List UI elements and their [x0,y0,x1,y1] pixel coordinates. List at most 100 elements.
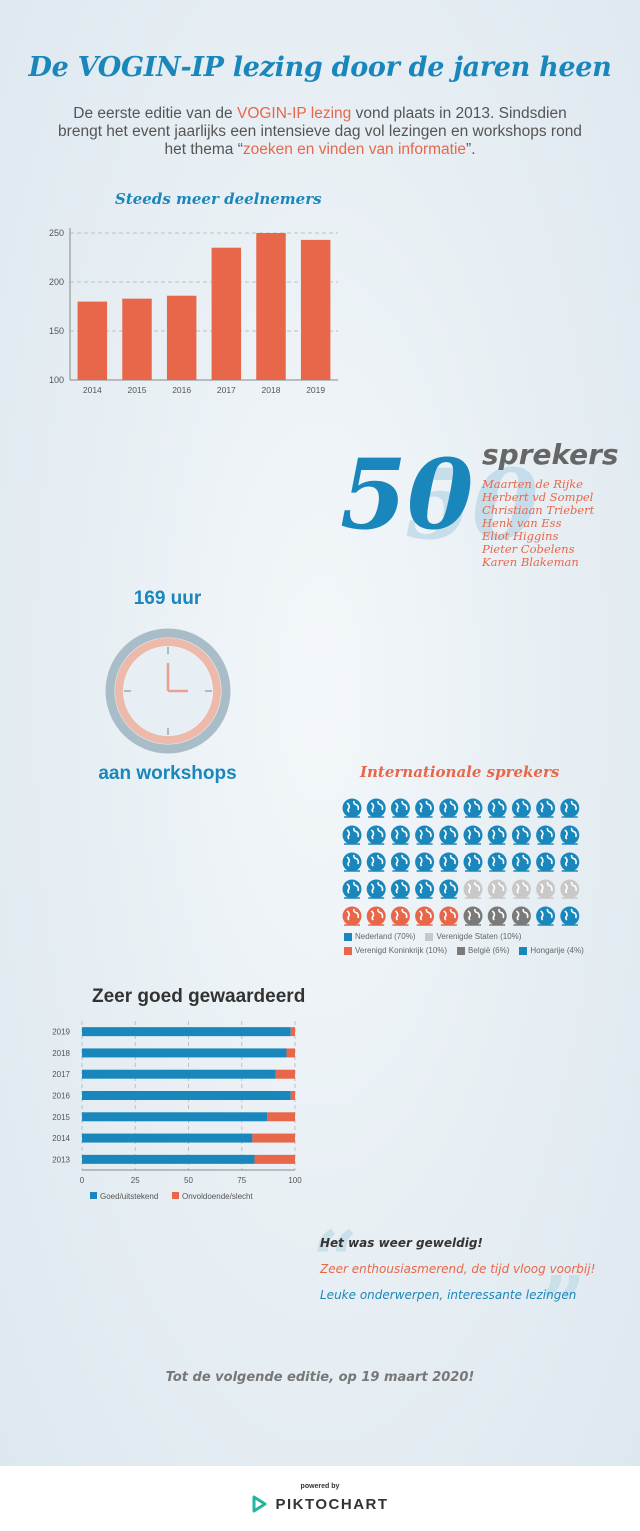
globe-icon [390,825,410,845]
legend-label: Goed/uitstekend [100,1192,158,1201]
globe-icon [463,798,483,818]
legend-label: België (6%) [468,946,510,955]
quote-open-icon: “ [312,1213,359,1307]
legend-swatch [425,932,434,941]
speakers-count: 50 [340,438,474,551]
bar-segment [82,1154,255,1164]
quote-close-icon: ” [540,1258,587,1352]
globe-icon [487,852,507,872]
bar-segment [275,1069,295,1079]
speakers-count-shadow: 50 [405,448,539,561]
globe-icon [560,852,580,872]
legend-label: Verenigde Staten (10%) [436,932,522,941]
bar [166,295,197,380]
globe-icon [463,906,483,926]
speaker-name: Christiaan Triebert [482,503,595,517]
globe-icon [463,879,483,899]
globe-icon [342,906,362,926]
globe-icon [439,798,459,818]
clock-icon [105,628,231,754]
globe-icon [415,852,435,872]
footer [0,1466,640,1531]
x-tick-label: 100 [288,1176,302,1185]
globe-icon [560,879,580,899]
globe-icon [487,825,507,845]
x-tick-label: 25 [131,1176,140,1185]
intro-highlight-vogin: VOGIN-IP lezing [236,105,352,122]
globe-icon [390,879,410,899]
globe-icon [366,798,386,818]
globe-icon [536,906,556,926]
workshop-label: aan workshops [98,763,237,784]
globe-icon [342,852,362,872]
y-tick-label: 2014 [52,1134,70,1143]
legend-label: Hongarije (4%) [530,946,584,955]
globe-icon [463,825,483,845]
x-tick-label: 2018 [262,385,281,395]
legend-item: Verenigde Staten (10%) [425,932,521,941]
bar [122,298,152,380]
globe-icon [511,825,531,845]
page-title: De VOGIN-IP lezing door de jaren heen [28,52,612,83]
quote-1: Het was weer geweldig! [320,1236,483,1250]
globe-icon [366,879,386,899]
globe-icon [536,852,556,872]
globe-icon [439,906,459,926]
intro-text: De eerste editie van de VOGIN-IP lezing … [50,105,590,159]
bar [300,239,331,380]
intro-part3: ”. [466,141,476,158]
intro-part1: De eerste editie van de [73,105,237,122]
bar-segment [286,1048,295,1058]
globe-icon [439,852,459,872]
bar-segment [82,1027,291,1037]
globe-icon [487,798,507,818]
bar [211,247,242,380]
globe-icon [463,852,483,872]
x-tick-label: 2014 [83,385,102,395]
speaker-name: Karen Blakeman [482,555,579,569]
globe-icon [536,879,556,899]
legend-swatch [457,946,466,955]
intl-speakers-pictogram [342,798,580,926]
bar-segment [82,1112,268,1122]
globe-icon [487,906,507,926]
speaker-name: Pieter Cobelens [482,542,575,556]
globe-icon [560,906,580,926]
bar-segment [267,1112,295,1122]
y-tick-label: 150 [49,326,64,336]
x-tick-label: 75 [237,1176,246,1185]
rating-chart-title: Zeer goed gewaardeerd [92,986,306,1007]
speaker-name: Herbert vd Sompel [482,490,594,504]
bar-segment [82,1069,276,1079]
legend-swatch [172,1192,179,1199]
legend-swatch [344,946,352,955]
bar-segment [290,1027,295,1037]
globe-icon [415,798,435,818]
x-tick-label: 2016 [172,385,191,395]
y-tick-label: 100 [49,375,64,385]
legend-label: Nederland (70%) [355,932,416,941]
globe-icon [536,825,556,845]
speaker-name: Eliot Higgins [482,529,559,543]
globe-icon [560,798,580,818]
intro-part2: vond plaats in 2013. Sindsdien brengt he… [58,105,582,158]
x-tick-label: 0 [80,1176,85,1185]
legend-swatch [519,946,528,955]
speakers-label: sprekers [482,438,619,471]
y-tick-label: 200 [49,277,64,287]
y-tick-label: 2018 [52,1049,70,1058]
globe-icon [415,906,435,926]
closing-text: Tot de volgende editie, op 19 maart 2020… [165,1370,475,1385]
globe-icon [390,798,410,818]
legend-swatch [90,1192,97,1199]
x-tick-label: 2017 [217,385,236,395]
globe-icon [439,825,459,845]
piktochart-brand[interactable]: PIKTOCHART [0,1495,640,1513]
globe-icon [560,825,580,845]
y-tick-label: 2016 [52,1092,70,1101]
speaker-name: Henk van Ess [482,516,562,530]
globe-icon [511,852,531,872]
globe-icon [366,825,386,845]
legend-item: Hongarije (4%) [519,946,584,955]
globe-icon [511,879,531,899]
